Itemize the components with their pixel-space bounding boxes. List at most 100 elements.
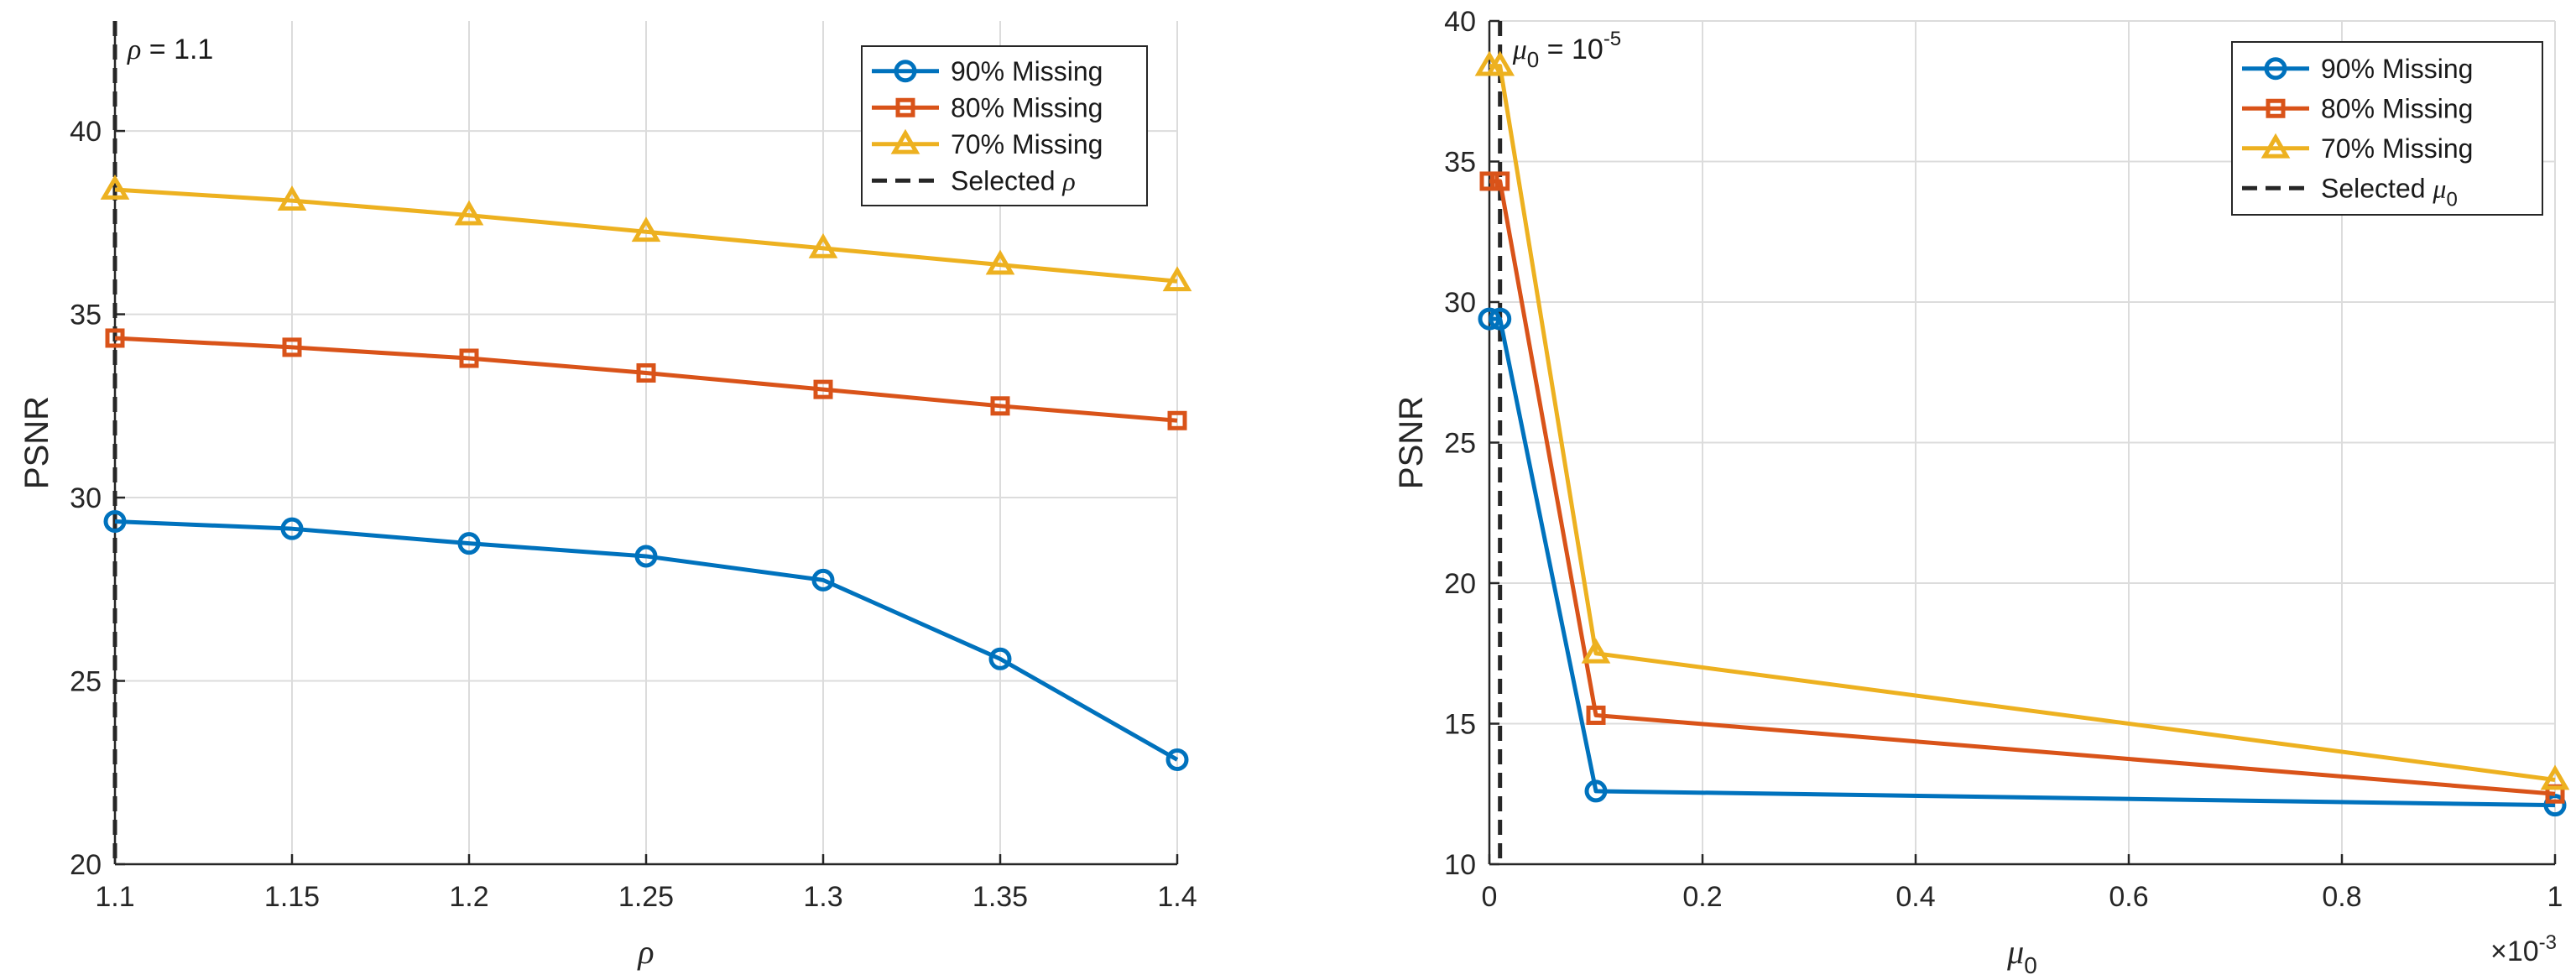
legend-label-symbol: ρ bbox=[1061, 165, 1075, 195]
x-tick-label: 1.3 bbox=[803, 881, 842, 913]
data-point bbox=[282, 337, 302, 357]
series-line bbox=[114, 187, 1178, 284]
y-tick-label: 25 bbox=[70, 666, 102, 698]
data-point bbox=[1162, 266, 1192, 292]
x-tick-label: 1.1 bbox=[95, 881, 134, 913]
series-line bbox=[1489, 316, 2556, 808]
annotation-value: = 1.1 bbox=[141, 34, 213, 65]
legend-label-subscript: 0 bbox=[2446, 188, 2457, 211]
y-tick-label: 10 bbox=[1444, 849, 1476, 881]
legend-marker bbox=[894, 60, 917, 83]
x-tick-label: 0.4 bbox=[1895, 881, 1935, 913]
data-point bbox=[103, 509, 127, 533]
series bbox=[100, 175, 1192, 292]
data-point bbox=[1489, 307, 1512, 331]
data-point bbox=[2543, 794, 2567, 817]
x-axis-label-symbol: μ bbox=[2006, 933, 2024, 971]
x-tick-label: 0.8 bbox=[2322, 881, 2361, 913]
series-line bbox=[1489, 179, 2556, 796]
series bbox=[1474, 50, 2570, 790]
legend-label-text: Selected bbox=[951, 165, 1062, 195]
data-point bbox=[1584, 779, 1608, 803]
data-point bbox=[634, 545, 658, 568]
legend-entry: 70% Missing bbox=[872, 129, 1103, 159]
x-axis-exponent: ×10-3 bbox=[2490, 931, 2557, 967]
legend-label: 70% Missing bbox=[2321, 133, 2473, 164]
y-tick-label: 35 bbox=[1444, 147, 1476, 179]
series bbox=[1479, 171, 2565, 804]
annotation-exponent: -5 bbox=[1603, 28, 1621, 50]
x-tick-label: 1.25 bbox=[618, 881, 674, 913]
data-point bbox=[636, 362, 656, 383]
y-tick-label: 20 bbox=[1444, 568, 1476, 600]
data-point bbox=[990, 396, 1010, 416]
annotation-symbol: ρ bbox=[127, 34, 141, 65]
data-point bbox=[1586, 705, 1606, 725]
x-axis-exponent-base: ×10 bbox=[2490, 936, 2539, 967]
legend-marker bbox=[2264, 57, 2287, 81]
legend-entry: 90% Missing bbox=[2242, 54, 2473, 84]
data-point bbox=[457, 532, 481, 555]
x-tick-label: 0 bbox=[1482, 881, 1498, 913]
legend-label: 90% Missing bbox=[951, 56, 1103, 86]
y-axis-label: PSNR bbox=[1393, 396, 1430, 489]
y-tick-label: 40 bbox=[1444, 6, 1476, 38]
y-tick-label: 30 bbox=[1444, 287, 1476, 319]
legend-marker bbox=[895, 97, 915, 117]
x-axis-label: μ0 bbox=[2006, 933, 2037, 978]
legend-entry: 80% Missing bbox=[872, 92, 1103, 122]
x-tick-label: 0.6 bbox=[2109, 881, 2148, 913]
legend-entry: 80% Missing bbox=[2242, 93, 2473, 123]
data-point bbox=[277, 185, 307, 211]
legend-label: Selected ρ bbox=[951, 165, 1076, 195]
annotation-value: = 10 bbox=[1539, 34, 1603, 65]
data-point bbox=[1485, 50, 1515, 76]
y-tick-label: 25 bbox=[1444, 428, 1476, 460]
legend-marker bbox=[2266, 98, 2286, 118]
data-point bbox=[100, 175, 130, 200]
legend-entry: Selected μ0 bbox=[2242, 173, 2458, 211]
annotation-symbol: μ bbox=[1512, 34, 1527, 65]
data-point bbox=[105, 328, 125, 348]
data-point bbox=[988, 647, 1012, 670]
series bbox=[1478, 307, 2567, 817]
chart-left: 1.1 1.15 1.2 1.25 1.3 1.35 1.42025303540PSNRρρ… bbox=[18, 21, 1197, 971]
x-tick-label: 1.15 bbox=[264, 881, 320, 913]
x-axis-label: ρ bbox=[636, 933, 654, 971]
data-point bbox=[1165, 748, 1189, 771]
y-axis-label: PSNR bbox=[18, 396, 55, 489]
x-tick-label: 1.4 bbox=[1157, 881, 1197, 913]
legend-label-text: Selected bbox=[2321, 173, 2433, 203]
series-line bbox=[114, 519, 1179, 762]
x-tick-label: 1.35 bbox=[973, 881, 1028, 913]
x-tick-label: 0.2 bbox=[1682, 881, 1722, 913]
data-point bbox=[808, 232, 838, 258]
legend-label: 80% Missing bbox=[2321, 93, 2473, 123]
legend-marker bbox=[2261, 133, 2291, 159]
legend-label: 70% Missing bbox=[951, 129, 1103, 159]
series-line bbox=[114, 336, 1178, 423]
data-point bbox=[459, 348, 479, 368]
legend-label: Selected μ0 bbox=[2321, 173, 2458, 211]
data-point bbox=[280, 517, 304, 540]
x-tick-label: 1 bbox=[2547, 881, 2563, 913]
x-axis-label-subscript: 0 bbox=[2024, 952, 2037, 978]
selected-annotation: ρ = 1.1 bbox=[127, 34, 213, 65]
y-tick-label: 15 bbox=[1444, 709, 1476, 741]
legend-label: 80% Missing bbox=[951, 92, 1103, 122]
y-tick-label: 40 bbox=[70, 116, 102, 148]
data-point bbox=[811, 568, 835, 592]
x-tick-label: 1.2 bbox=[449, 881, 488, 913]
legend-entry: Selected ρ bbox=[872, 165, 1076, 195]
data-point bbox=[985, 249, 1015, 275]
annotation-subscript: 0 bbox=[1527, 47, 1539, 72]
legend-label-symbol: μ bbox=[2432, 173, 2446, 203]
data-point bbox=[2540, 764, 2570, 790]
y-tick-label: 30 bbox=[70, 482, 102, 514]
y-tick-label: 35 bbox=[70, 300, 102, 331]
data-point bbox=[1167, 410, 1187, 430]
legend: 90% Missing 80% Missing 70% Missing Selecte… bbox=[2231, 41, 2543, 216]
legend-entry: 70% Missing bbox=[2242, 133, 2473, 164]
series bbox=[103, 509, 1189, 771]
